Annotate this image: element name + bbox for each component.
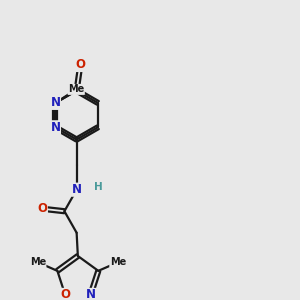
Text: O: O <box>38 202 47 215</box>
Text: O: O <box>60 288 70 300</box>
Text: O: O <box>75 58 85 71</box>
Text: H: H <box>94 182 103 192</box>
Text: N: N <box>50 96 60 110</box>
Text: Me: Me <box>68 84 84 94</box>
Text: N: N <box>50 121 60 134</box>
Text: N: N <box>85 288 95 300</box>
Text: Me: Me <box>30 257 46 267</box>
Text: Me: Me <box>110 257 126 267</box>
Text: N: N <box>72 183 82 196</box>
